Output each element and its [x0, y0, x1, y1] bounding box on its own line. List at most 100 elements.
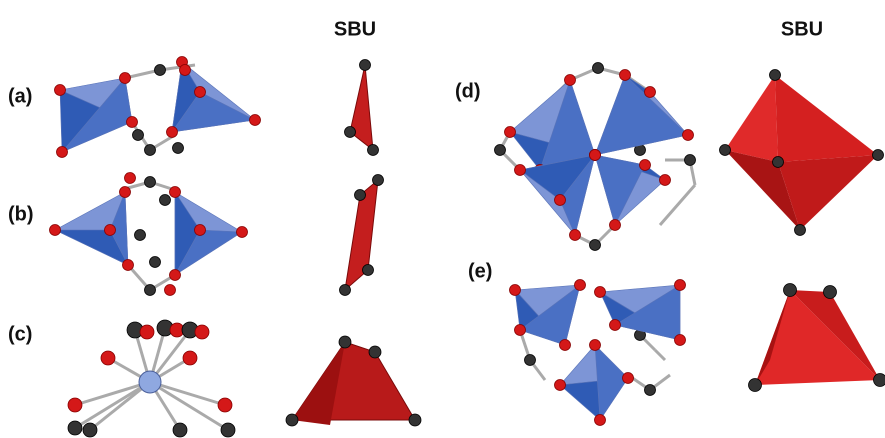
bond	[658, 184, 697, 226]
oxygen-atom	[49, 224, 61, 236]
carbon-atom	[339, 284, 351, 296]
bond	[89, 380, 151, 432]
polyhedron-face	[594, 74, 689, 156]
oxygen-atom	[589, 149, 601, 161]
oxygen-atom	[569, 229, 581, 241]
oxygen-atom	[514, 164, 526, 176]
bond	[653, 348, 667, 362]
sbu-header: SBU	[781, 18, 823, 40]
carbon-atom	[344, 126, 356, 138]
carbon-atom	[772, 156, 784, 168]
bond	[124, 68, 161, 80]
oxygen-atom	[164, 284, 176, 296]
bond	[74, 380, 151, 430]
carbon-atom	[132, 129, 144, 141]
oxygen-atom	[619, 69, 631, 81]
bond	[149, 380, 229, 432]
oxygen-atom	[169, 269, 181, 281]
panel-label: (a)	[8, 85, 32, 107]
oxygen-atom	[639, 159, 651, 171]
oxygen-atom	[217, 397, 233, 413]
carbon-atom	[589, 239, 601, 251]
carbon-atom	[367, 144, 379, 156]
sbu-shape	[755, 290, 880, 385]
oxygen-atom	[139, 324, 155, 340]
oxygen-atom	[119, 186, 131, 198]
sbu-shape	[725, 75, 778, 162]
oxygen-atom	[682, 129, 694, 141]
oxygen-atom	[594, 414, 606, 426]
carbon-atom	[592, 62, 604, 74]
carbon-atom	[172, 142, 184, 154]
sbu-shape	[292, 342, 345, 425]
panel-label: (c)	[8, 323, 32, 345]
carbon-atom	[872, 149, 884, 161]
carbon-atom	[684, 154, 696, 166]
oxygen-atom	[644, 86, 656, 98]
carbon-atom	[368, 345, 382, 359]
carbon-atom	[362, 264, 374, 276]
oxygen-atom	[594, 286, 606, 298]
carbon-atom	[794, 224, 806, 236]
oxygen-atom	[622, 372, 634, 384]
polyhedron-face	[594, 154, 646, 226]
oxygen-atom	[182, 350, 198, 366]
carbon-atom	[372, 174, 384, 186]
oxygen-atom	[56, 146, 68, 158]
oxygen-atom	[574, 279, 586, 291]
carbon-atom	[783, 283, 797, 297]
carbon-atom	[823, 285, 837, 299]
bond	[74, 380, 151, 407]
structures	[49, 56, 885, 438]
oxygen-atom	[194, 324, 210, 340]
oxygen-atom	[659, 174, 671, 186]
panel-label: (d)	[455, 80, 481, 102]
bond	[149, 380, 226, 407]
oxygen-atom	[236, 226, 248, 238]
oxygen-atom	[514, 324, 526, 336]
carbon-atom	[719, 144, 731, 156]
panel-label: (b)	[8, 203, 34, 225]
sbu-header: SBU	[334, 18, 376, 40]
polyhedron-face	[614, 284, 681, 341]
oxygen-atom	[674, 334, 686, 346]
carbon-atom	[144, 176, 156, 188]
sbu-shape	[755, 290, 790, 385]
polyhedron-face	[594, 344, 629, 421]
oxygen-atom	[122, 259, 134, 271]
oxygen-atom	[100, 350, 116, 366]
oxygen-atom	[194, 224, 206, 236]
sbu-shape	[725, 150, 800, 230]
oxygen-atom	[674, 279, 686, 291]
carbon-atom	[134, 229, 146, 241]
oxygen-atom	[504, 126, 516, 138]
polyhedron-face	[171, 91, 256, 133]
carbon-atom	[408, 413, 422, 427]
carbon-atom	[769, 69, 781, 81]
carbon-atom	[494, 144, 506, 156]
sbu-shape	[778, 155, 878, 230]
oxygen-atom	[166, 126, 178, 138]
oxygen-atom	[554, 379, 566, 391]
oxygen-atom	[124, 172, 136, 184]
carbon-atom	[359, 59, 371, 71]
sbu-shape	[349, 64, 374, 152]
carbon-atom	[154, 64, 166, 76]
sbu-shape	[775, 75, 878, 162]
metal-atom	[138, 370, 162, 394]
oxygen-atom	[589, 339, 601, 351]
carbon-atom	[149, 256, 161, 268]
oxygen-atom	[169, 186, 181, 198]
carbon-atom	[524, 354, 536, 366]
oxygen-atom	[609, 219, 621, 231]
polyhedron-face	[109, 191, 129, 266]
oxygen-atom	[509, 284, 521, 296]
carbon-atom	[82, 422, 98, 438]
carbon-atom	[285, 413, 299, 427]
oxygen-atom	[194, 86, 206, 98]
carbon-atom	[873, 373, 885, 387]
oxygen-atom	[249, 114, 261, 126]
oxygen-atom	[609, 319, 621, 331]
oxygen-atom	[104, 224, 116, 236]
